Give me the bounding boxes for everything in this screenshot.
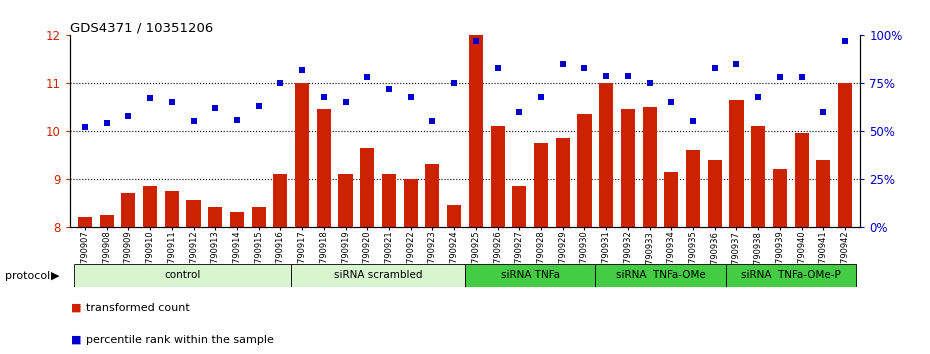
Bar bbox=[534, 143, 548, 227]
Point bbox=[121, 113, 136, 119]
Point bbox=[295, 67, 310, 73]
Bar bbox=[838, 83, 852, 227]
Point bbox=[642, 80, 657, 86]
Point bbox=[165, 99, 179, 105]
Bar bbox=[447, 205, 461, 227]
Bar bbox=[729, 100, 743, 227]
Bar bbox=[382, 174, 396, 227]
Bar bbox=[465, 264, 595, 287]
Bar bbox=[208, 207, 222, 227]
Text: siRNA  TNFa-OMe: siRNA TNFa-OMe bbox=[616, 270, 705, 280]
Point bbox=[685, 119, 700, 124]
Bar bbox=[121, 193, 136, 227]
Bar bbox=[621, 109, 635, 227]
Bar bbox=[78, 217, 92, 227]
Point bbox=[620, 73, 635, 78]
Point bbox=[360, 75, 375, 80]
Point bbox=[425, 119, 440, 124]
Text: siRNA TNFa: siRNA TNFa bbox=[500, 270, 560, 280]
Point bbox=[381, 86, 396, 92]
Bar bbox=[425, 164, 440, 227]
Point bbox=[404, 94, 418, 99]
Point bbox=[512, 109, 526, 115]
Bar bbox=[100, 215, 113, 227]
Point bbox=[664, 99, 679, 105]
Point bbox=[77, 124, 92, 130]
Point bbox=[273, 80, 288, 86]
Bar bbox=[595, 264, 725, 287]
Point bbox=[794, 75, 809, 80]
Point bbox=[207, 105, 222, 111]
Bar bbox=[794, 133, 809, 227]
Point bbox=[446, 80, 461, 86]
Point bbox=[251, 103, 266, 109]
Point bbox=[186, 119, 201, 124]
Bar bbox=[817, 160, 830, 227]
Bar bbox=[512, 186, 526, 227]
Text: percentile rank within the sample: percentile rank within the sample bbox=[86, 335, 274, 345]
Bar bbox=[74, 264, 291, 287]
Bar bbox=[252, 207, 266, 227]
Bar bbox=[339, 174, 352, 227]
Point bbox=[816, 109, 830, 115]
Text: GDS4371 / 10351206: GDS4371 / 10351206 bbox=[70, 21, 213, 34]
Point bbox=[469, 38, 484, 44]
Bar bbox=[578, 114, 591, 227]
Bar bbox=[273, 174, 287, 227]
Bar bbox=[469, 35, 483, 227]
Point bbox=[751, 94, 765, 99]
Text: protocol: protocol bbox=[5, 271, 50, 281]
Text: ■: ■ bbox=[71, 303, 81, 313]
Bar bbox=[599, 83, 613, 227]
Bar bbox=[317, 109, 331, 227]
Bar bbox=[165, 191, 179, 227]
Bar bbox=[187, 200, 201, 227]
Bar bbox=[751, 126, 765, 227]
Text: transformed count: transformed count bbox=[86, 303, 191, 313]
Bar bbox=[664, 172, 678, 227]
Point bbox=[142, 96, 157, 101]
Point bbox=[339, 99, 353, 105]
Bar bbox=[686, 150, 700, 227]
Bar bbox=[360, 148, 375, 227]
Bar bbox=[490, 126, 505, 227]
Bar bbox=[708, 160, 722, 227]
Bar bbox=[295, 83, 309, 227]
Point bbox=[729, 61, 744, 67]
Bar bbox=[773, 169, 787, 227]
Point bbox=[773, 75, 788, 80]
Bar bbox=[404, 179, 418, 227]
Point bbox=[708, 65, 723, 71]
Point bbox=[555, 61, 570, 67]
Bar bbox=[291, 264, 465, 287]
Bar bbox=[555, 138, 570, 227]
Text: ▶: ▶ bbox=[51, 271, 60, 281]
Text: ■: ■ bbox=[71, 335, 81, 345]
Point bbox=[838, 38, 853, 44]
Text: control: control bbox=[165, 270, 201, 280]
Point bbox=[577, 65, 591, 71]
Point bbox=[534, 94, 549, 99]
Text: siRNA  TNFa-OMe-P: siRNA TNFa-OMe-P bbox=[741, 270, 841, 280]
Bar bbox=[725, 264, 856, 287]
Point bbox=[490, 65, 505, 71]
Point bbox=[316, 94, 331, 99]
Point bbox=[100, 120, 114, 126]
Bar bbox=[643, 107, 657, 227]
Bar bbox=[230, 212, 244, 227]
Text: siRNA scrambled: siRNA scrambled bbox=[334, 270, 422, 280]
Point bbox=[599, 73, 614, 78]
Point bbox=[230, 117, 245, 122]
Bar bbox=[143, 186, 157, 227]
